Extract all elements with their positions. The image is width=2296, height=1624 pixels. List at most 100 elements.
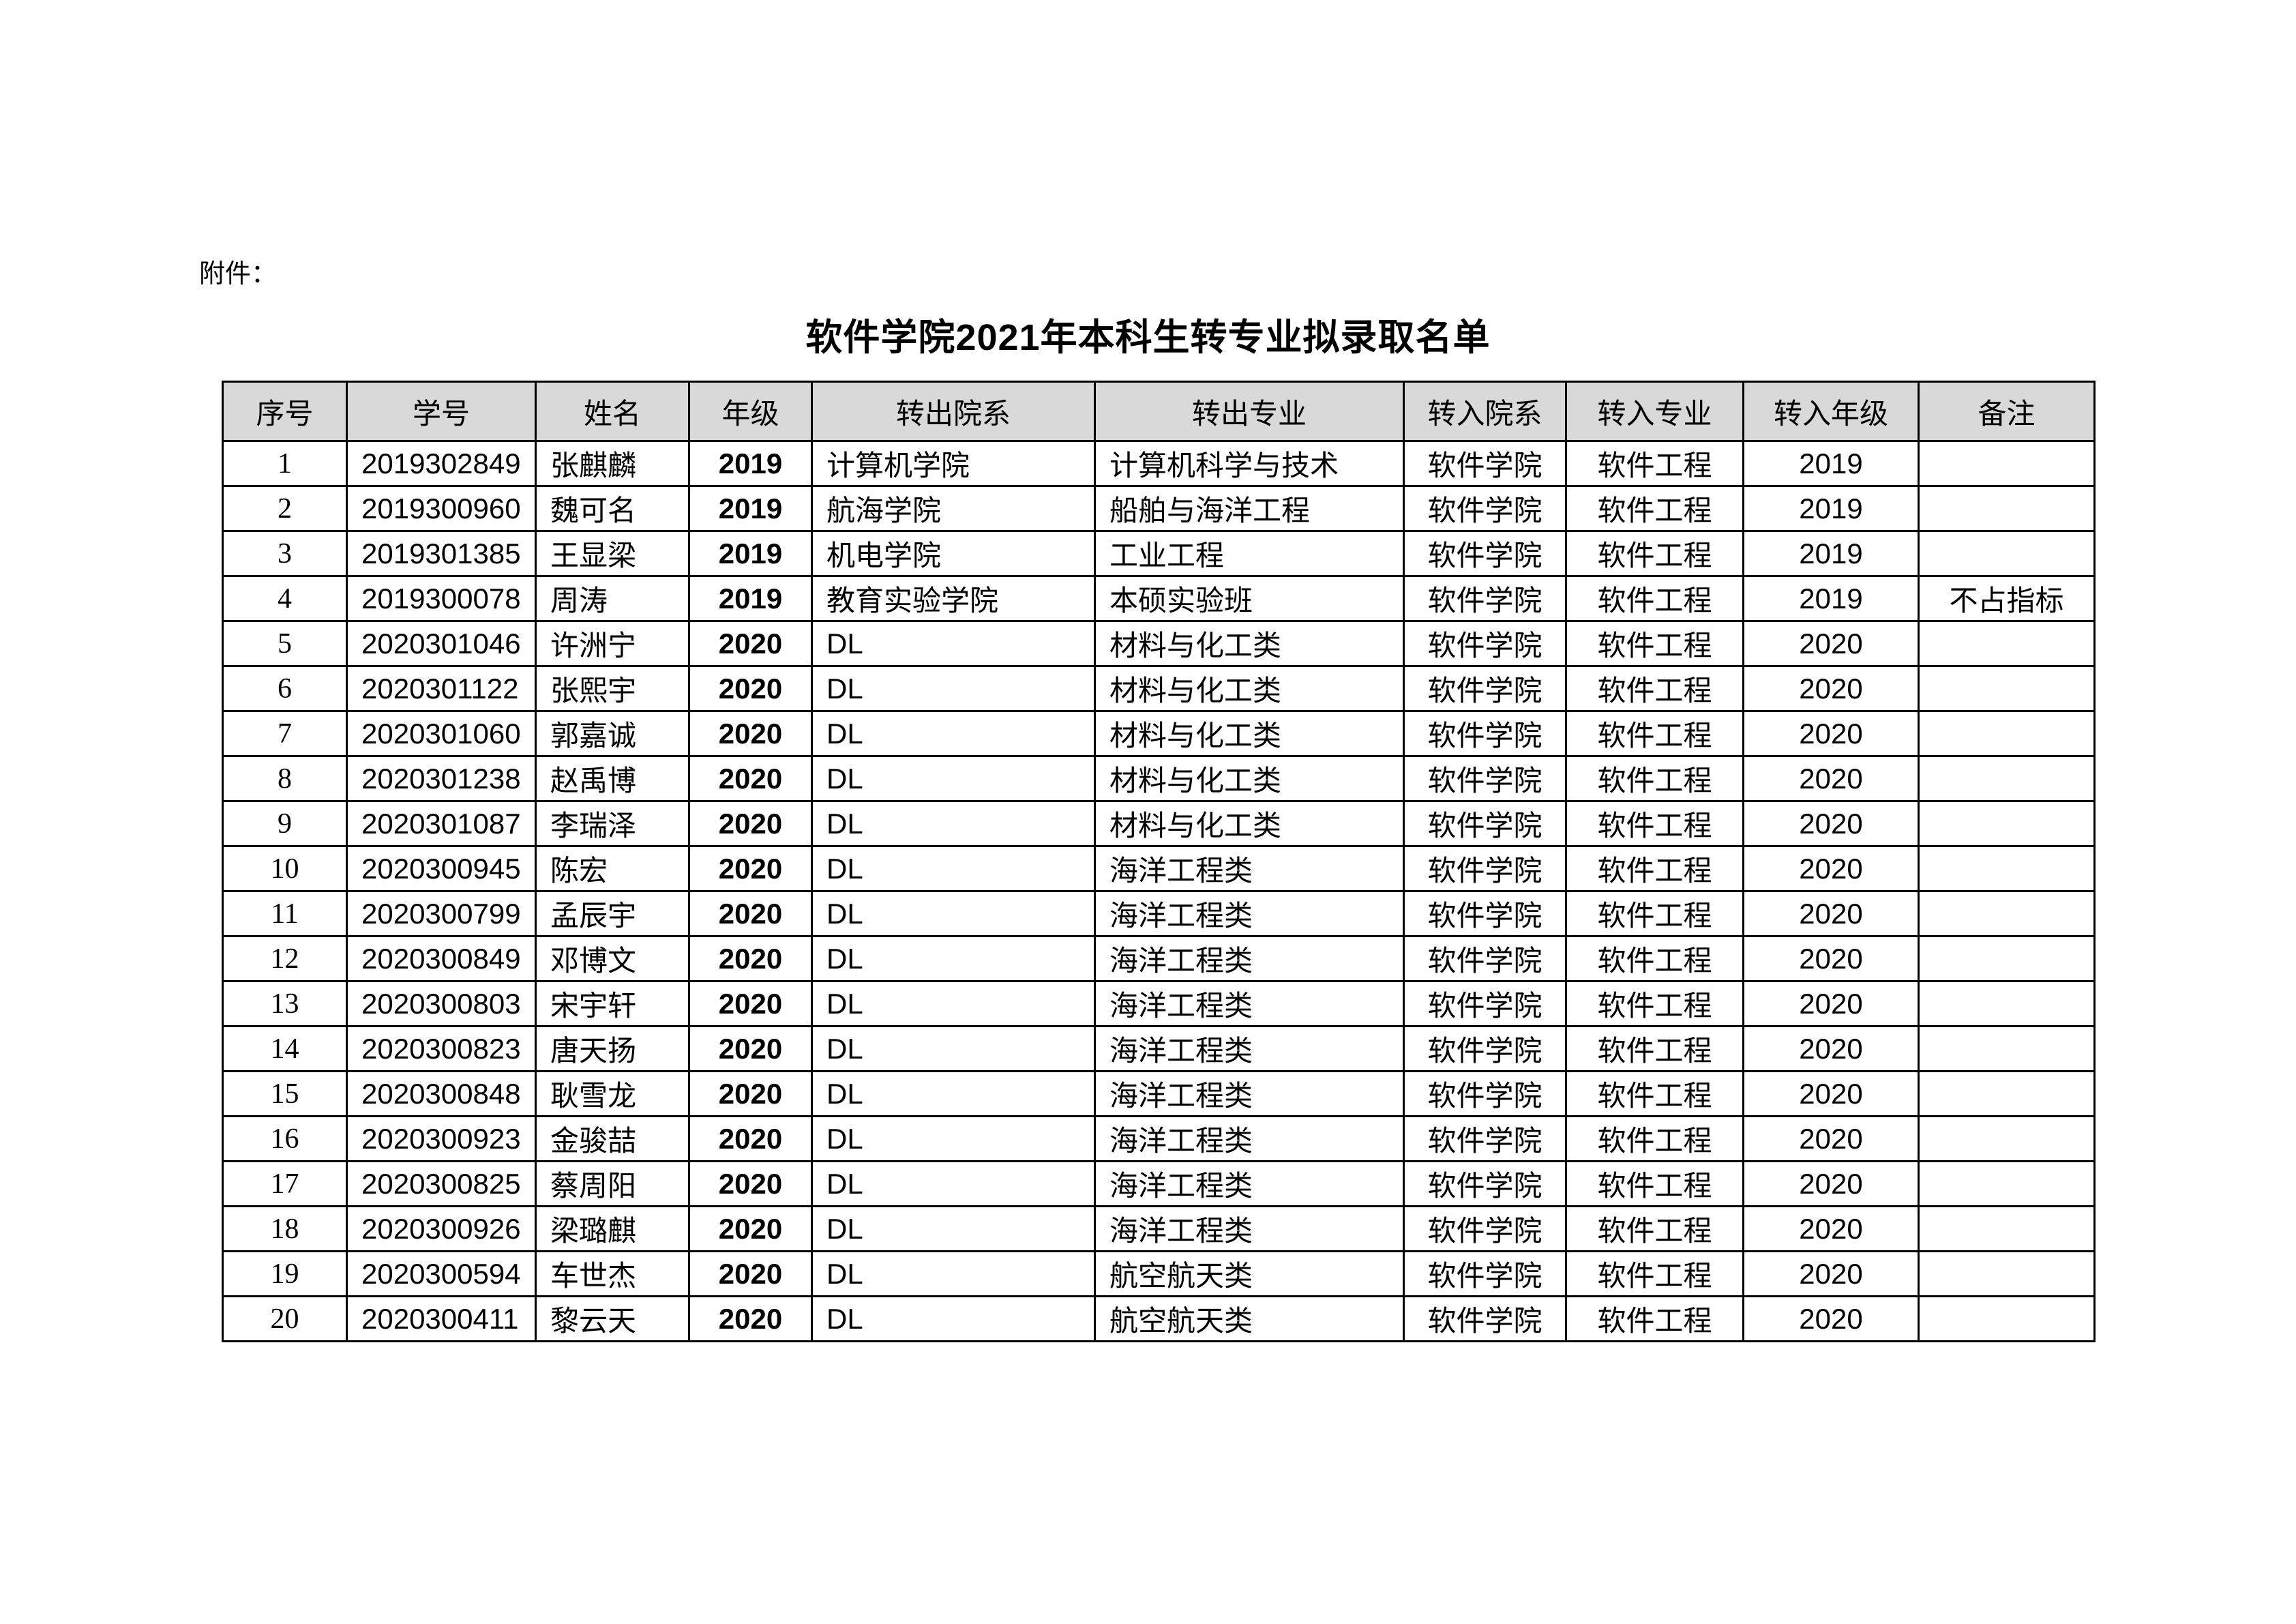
cell-from-college: DL	[811, 1160, 1096, 1207]
cell-from-college: DL	[811, 1205, 1096, 1252]
cell-to-college: 软件学院	[1403, 1070, 1567, 1117]
cell-seq: 13	[222, 980, 348, 1027]
cell-to-major: 软件工程	[1565, 845, 1744, 892]
cell-to-college: 软件学院	[1403, 1025, 1567, 1072]
cell-from-major: 航空航天类	[1094, 1295, 1405, 1342]
cell-from-major: 海洋工程类	[1094, 1070, 1405, 1117]
cell-name: 金骏喆	[535, 1115, 690, 1162]
column-header-to-grade: 转入年级	[1742, 381, 1920, 442]
table-row: 12 2020300849 邓博文 2020 DL 海洋工程类 软件学院 软件工程 2020	[222, 935, 2096, 982]
table-row: 13 2020300803 宋宇轩 2020 DL 海洋工程类 软件学院 软件工程 2020	[222, 980, 2096, 1027]
column-header-student-id: 学号	[346, 381, 537, 442]
cell-to-college: 软件学院	[1403, 665, 1567, 712]
cell-grade: 2020	[688, 935, 813, 982]
cell-remark	[1918, 800, 2096, 847]
cell-to-major: 软件工程	[1565, 710, 1744, 757]
cell-to-college: 软件学院	[1403, 845, 1567, 892]
cell-to-college: 软件学院	[1403, 1205, 1567, 1252]
cell-student-id: 2019300078	[346, 575, 537, 622]
cell-from-college: DL	[811, 800, 1096, 847]
cell-student-id: 2019300960	[346, 485, 537, 532]
cell-student-id: 2019302849	[346, 440, 537, 487]
cell-grade: 2020	[688, 710, 813, 757]
column-header-remark: 备注	[1918, 381, 2096, 442]
cell-to-major: 软件工程	[1565, 665, 1744, 712]
cell-to-grade: 2020	[1742, 845, 1920, 892]
cell-grade: 2019	[688, 485, 813, 532]
cell-grade: 2020	[688, 1160, 813, 1207]
cell-from-college: DL	[811, 1115, 1096, 1162]
cell-seq: 20	[222, 1295, 348, 1342]
table-row: 4 2019300078 周涛 2019 教育实验学院 本硕实验班 软件学院 软件工程 2019…	[222, 575, 2096, 622]
cell-name: 郭嘉诚	[535, 710, 690, 757]
cell-to-major: 软件工程	[1565, 980, 1744, 1027]
cell-to-grade: 2019	[1742, 485, 1920, 532]
cell-to-major: 软件工程	[1565, 1205, 1744, 1252]
cell-grade: 2019	[688, 530, 813, 577]
cell-grade: 2020	[688, 1025, 813, 1072]
cell-to-college: 软件学院	[1403, 890, 1567, 937]
cell-to-major: 软件工程	[1565, 575, 1744, 622]
table-row: 16 2020300923 金骏喆 2020 DL 海洋工程类 软件学院 软件工程 2020	[222, 1115, 2096, 1162]
cell-seq: 4	[222, 575, 348, 622]
cell-grade: 2020	[688, 620, 813, 667]
cell-student-id: 2020300823	[346, 1025, 537, 1072]
cell-to-grade: 2020	[1742, 1025, 1920, 1072]
column-header-grade: 年级	[688, 381, 813, 442]
table-row: 1 2019302849 张麒麟 2019 计算机学院 计算机科学与技术 软件学院 软件工程 2…	[222, 440, 2096, 487]
cell-seq: 11	[222, 890, 348, 937]
cell-to-major: 软件工程	[1565, 800, 1744, 847]
cell-to-grade: 2020	[1742, 1205, 1920, 1252]
cell-name: 车世杰	[535, 1250, 690, 1297]
cell-grade: 2020	[688, 665, 813, 712]
cell-name: 梁璐麒	[535, 1205, 690, 1252]
cell-grade: 2020	[688, 755, 813, 802]
cell-from-college: DL	[811, 1250, 1096, 1297]
cell-to-major: 软件工程	[1565, 530, 1744, 577]
cell-student-id: 2020301087	[346, 800, 537, 847]
cell-from-college: DL	[811, 980, 1096, 1027]
cell-from-major: 海洋工程类	[1094, 890, 1405, 937]
cell-to-grade: 2020	[1742, 935, 1920, 982]
cell-seq: 18	[222, 1205, 348, 1252]
cell-to-college: 软件学院	[1403, 710, 1567, 757]
cell-from-major: 航空航天类	[1094, 1250, 1405, 1297]
column-header-name: 姓名	[535, 381, 690, 442]
cell-grade: 2020	[688, 890, 813, 937]
cell-student-id: 2020300825	[346, 1160, 537, 1207]
cell-grade: 2020	[688, 845, 813, 892]
cell-to-college: 软件学院	[1403, 440, 1567, 487]
cell-to-college: 软件学院	[1403, 1160, 1567, 1207]
cell-to-grade: 2020	[1742, 710, 1920, 757]
cell-seq: 1	[222, 440, 348, 487]
cell-from-college: 教育实验学院	[811, 575, 1096, 622]
cell-to-grade: 2019	[1742, 440, 1920, 487]
cell-to-major: 软件工程	[1565, 1295, 1744, 1342]
cell-from-major: 海洋工程类	[1094, 1115, 1405, 1162]
cell-from-college: DL	[811, 1070, 1096, 1117]
cell-from-major: 海洋工程类	[1094, 1205, 1405, 1252]
cell-remark	[1918, 845, 2096, 892]
table-row: 8 2020301238 赵禹博 2020 DL 材料与化工类 软件学院 软件工程 2020	[222, 755, 2096, 802]
column-header-to-major: 转入专业	[1565, 381, 1744, 442]
cell-to-college: 软件学院	[1403, 1295, 1567, 1342]
cell-remark	[1918, 1160, 2096, 1207]
cell-to-major: 软件工程	[1565, 935, 1744, 982]
cell-to-grade: 2019	[1742, 575, 1920, 622]
cell-from-college: DL	[811, 620, 1096, 667]
cell-grade: 2020	[688, 1250, 813, 1297]
cell-remark	[1918, 890, 2096, 937]
cell-seq: 9	[222, 800, 348, 847]
cell-grade: 2020	[688, 1115, 813, 1162]
admission-table: 序号 学号 姓名 年级 转出院系 转出专业 转入院系 转入专业 转入年级 备注 1 20193028…	[222, 381, 2096, 1342]
cell-to-college: 软件学院	[1403, 1115, 1567, 1162]
cell-remark	[1918, 710, 2096, 757]
cell-student-id: 2020300411	[346, 1295, 537, 1342]
cell-seq: 16	[222, 1115, 348, 1162]
cell-to-major: 软件工程	[1565, 1070, 1744, 1117]
table-row: 19 2020300594 车世杰 2020 DL 航空航天类 软件学院 软件工程 2020	[222, 1250, 2096, 1297]
cell-to-grade: 2020	[1742, 1295, 1920, 1342]
cell-from-major: 本硕实验班	[1094, 575, 1405, 622]
cell-remark	[1918, 440, 2096, 487]
table-row: 11 2020300799 孟辰宇 2020 DL 海洋工程类 软件学院 软件工程 2020	[222, 890, 2096, 937]
